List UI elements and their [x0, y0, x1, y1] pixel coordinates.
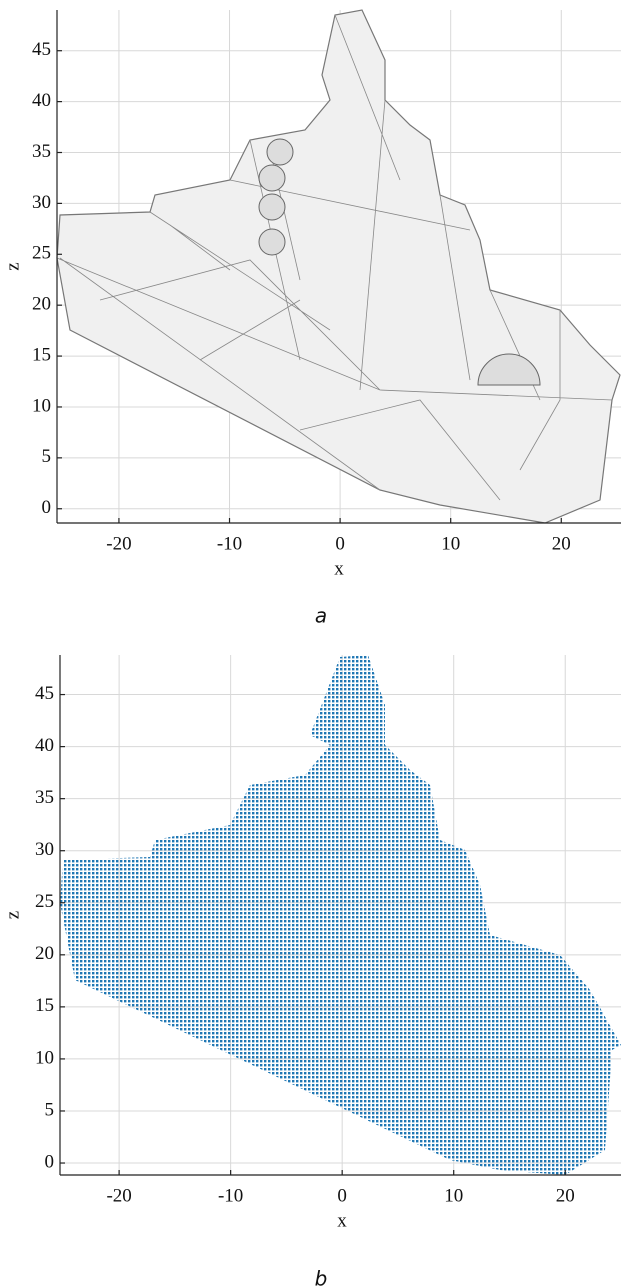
y-tick-label: 40	[35, 735, 54, 756]
y-tick-label: 30	[32, 192, 51, 213]
x-tick-label: 20	[556, 1185, 575, 1206]
y-tick-label: 0	[42, 497, 52, 518]
y-tick-label: 5	[45, 1099, 55, 1120]
y-tick-label: 20	[35, 943, 54, 964]
y-axis-label: z	[2, 911, 23, 919]
x-tick-label: 0	[337, 1185, 347, 1206]
y-tick-label: 0	[45, 1151, 55, 1172]
y-tick-label: 35	[32, 141, 51, 162]
figure: -20 -10 0 10 20 0 5 10 15 20 25 30 35 40 45 x z a -20 -10 0 1…	[0, 0, 621, 1288]
x-tick-label: -20	[106, 1185, 131, 1206]
y-tick-label: 35	[35, 787, 54, 808]
ship-point-cloud	[60, 655, 621, 1175]
ship-wireframe	[57, 10, 620, 523]
y-tick-label: 40	[32, 90, 51, 111]
y-tick-label: 15	[35, 995, 54, 1016]
y-axis-label: z	[2, 262, 23, 270]
y-tick-label: 5	[42, 446, 52, 467]
x-tick-label: -10	[217, 533, 242, 554]
x-tick-label: 0	[335, 533, 345, 554]
x-tick-label: -10	[218, 1185, 243, 1206]
y-tick-label: 15	[32, 344, 51, 365]
y-tick-label: 20	[32, 294, 51, 315]
x-tick-label: 10	[441, 533, 460, 554]
caption: b	[315, 1267, 328, 1288]
y-tick-label: 25	[32, 243, 51, 264]
y-tick-label: 10	[32, 395, 51, 416]
y-tick-label: 30	[35, 839, 54, 860]
x-tick-label: 10	[444, 1185, 463, 1206]
x-axis-label: x	[337, 1210, 347, 1231]
y-tick-label: 10	[35, 1047, 54, 1068]
y-tick-label: 45	[35, 683, 54, 704]
x-tick-label: 20	[552, 533, 571, 554]
caption: a	[315, 604, 327, 628]
x-tick-label: -20	[106, 533, 131, 554]
x-axis-label: x	[334, 558, 344, 579]
y-tick-label: 25	[35, 891, 54, 912]
y-tick-label: 45	[32, 39, 51, 60]
